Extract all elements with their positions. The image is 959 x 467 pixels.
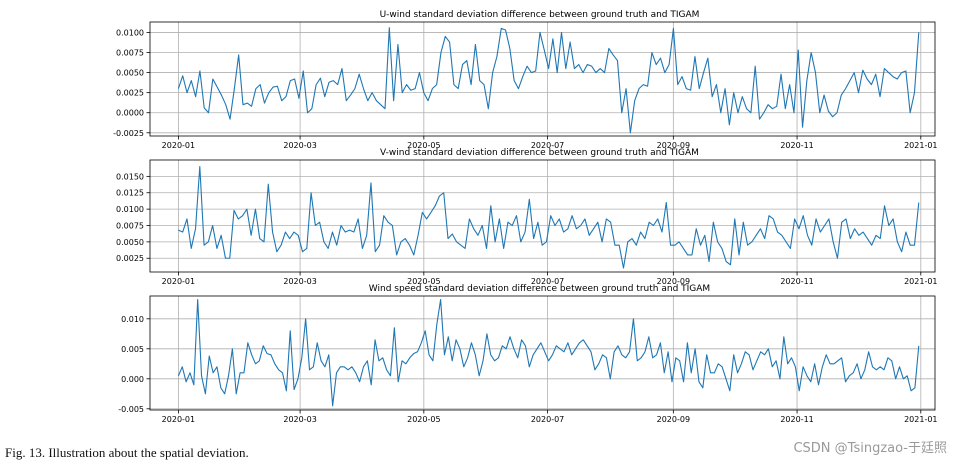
- v-wind-xtick-label: 2020-05: [407, 277, 440, 286]
- wind-speed-ytick-label: -0.005: [118, 405, 144, 414]
- u-wind-ytick-label: 0.0000: [116, 109, 144, 118]
- u-wind-xtick-label: 2021-01: [904, 141, 937, 150]
- wind-speed-xtick-label: 2021-01: [904, 415, 937, 424]
- v-wind-ytick-label: 0.0025: [116, 254, 144, 263]
- wind-speed-ytick-label: 0.010: [121, 315, 144, 324]
- u-wind-panel: 2020-01 2020-03 2020-05 2020-07 2020-09 2020-…: [113, 10, 937, 150]
- wind-speed-ytick-label: 0.000: [121, 375, 144, 384]
- u-wind-ytick-label: 0.0050: [116, 69, 144, 78]
- v-wind-xtick-label: 2020-01: [162, 277, 195, 286]
- u-wind-xtick-label: 2020-05: [407, 141, 440, 150]
- v-wind-chart-title: V-wind standard deviation difference bet…: [380, 148, 699, 158]
- v-wind-xtick-label: 2021-01: [904, 277, 937, 286]
- v-wind-xtick-label: 2020-07: [531, 277, 564, 286]
- u-wind-chart-title: U-wind standard deviation difference bet…: [380, 10, 700, 20]
- u-wind-xtick-label: 2020-11: [780, 141, 813, 150]
- u-wind-ytick-label: 0.0100: [116, 28, 144, 37]
- wind-speed-xtick-label: 2020-11: [780, 415, 813, 424]
- figure-caption: Fig. 13. Illustration about the spatial …: [5, 445, 249, 460]
- v-wind-panel: 2020-01 2020-03 2020-05 2020-07 2020-09 2020-…: [116, 148, 938, 286]
- wind-speed-ytick-label: 0.005: [121, 345, 144, 354]
- wind-speed-xtick-label: 2020-09: [657, 415, 690, 424]
- v-wind-ytick-label: 0.0150: [116, 172, 144, 181]
- u-wind-xtick-label: 2020-01: [162, 141, 195, 150]
- wind-speed-xtick-label: 2020-03: [283, 415, 316, 424]
- wind-speed-xtick-label: 2020-05: [407, 415, 440, 424]
- v-wind-ytick-label: 0.0050: [116, 238, 144, 247]
- wind-speed-panel: 2020-01 2020-03 2020-05 2020-07 2020-09 2020-…: [118, 284, 937, 424]
- v-wind-ytick-label: 0.0125: [116, 189, 144, 198]
- u-wind-axes-frame: [149, 21, 936, 137]
- v-wind-ytick-label: 0.0075: [116, 221, 144, 230]
- u-wind-ytick-label: 0.0075: [116, 49, 144, 58]
- watermark: CSDN @Tsingzao-于廷照: [793, 441, 947, 456]
- u-wind-ytick-label: 0.0025: [116, 89, 144, 98]
- u-wind-series-line: [177, 27, 920, 134]
- v-wind-xtick-label: 2020-11: [780, 277, 813, 286]
- wind-speed-axes-frame: [149, 295, 936, 411]
- v-wind-xtick-label: 2020-03: [283, 277, 316, 286]
- v-wind-ytick-label: 0.0100: [116, 205, 144, 214]
- v-wind-series-line: [178, 166, 920, 269]
- v-wind-xtick-label: 2020-09: [657, 277, 690, 286]
- wind-speed-xtick-label: 2020-01: [162, 415, 195, 424]
- wind-speed-xtick-label: 2020-07: [531, 415, 564, 424]
- u-wind-xtick-label: 2020-03: [283, 141, 316, 150]
- wind-speed-series-line: [177, 299, 920, 407]
- u-wind-ytick-label: -0.0025: [113, 129, 144, 138]
- u-wind-xtick-label: 2020-09: [657, 141, 690, 150]
- wind-speed-chart-title: Wind speed standard deviation difference…: [369, 284, 710, 294]
- u-wind-xtick-label: 2020-07: [531, 141, 564, 150]
- v-wind-axes-frame: [149, 159, 936, 273]
